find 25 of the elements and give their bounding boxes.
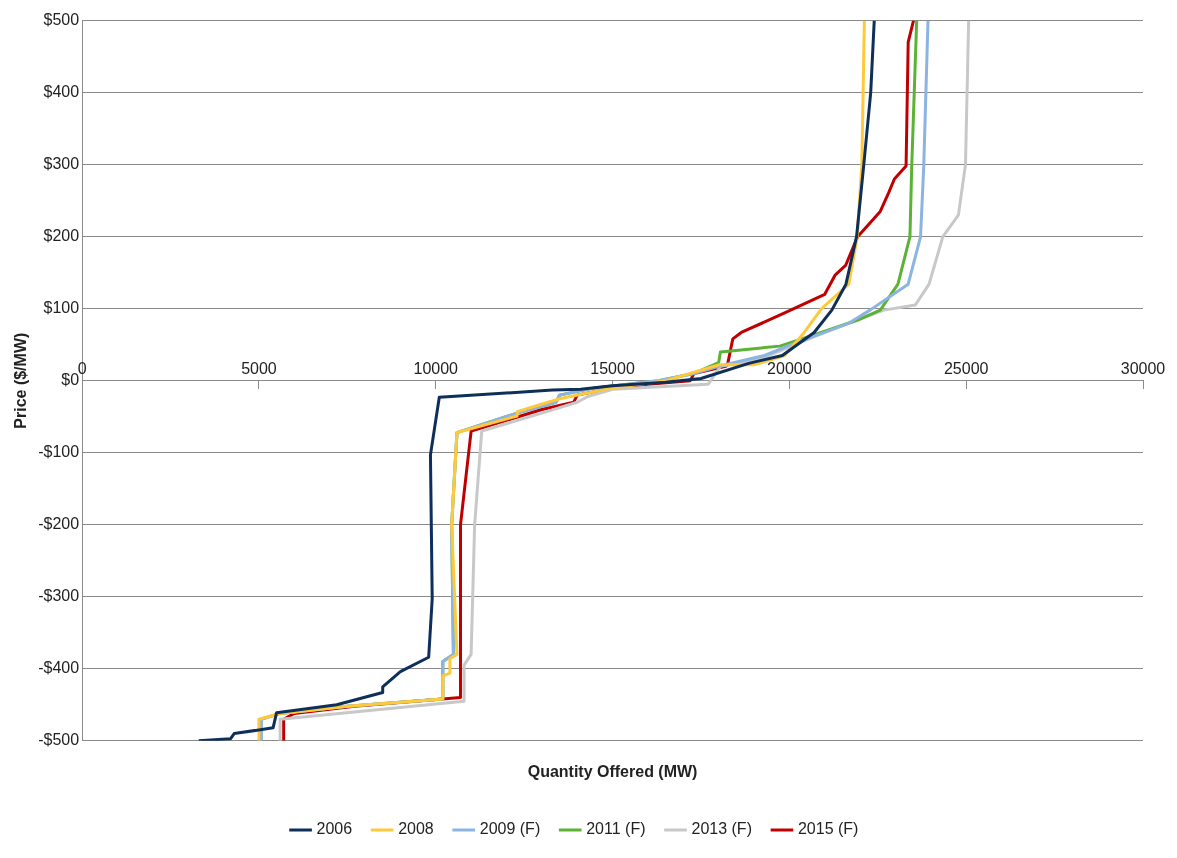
y-axis-title: Price ($/MW)	[12, 332, 30, 429]
x-tick-label: 5000	[241, 360, 277, 378]
x-tick-label: 15000	[590, 360, 635, 378]
x-tick-label: 25000	[943, 360, 989, 378]
y-tick-label: -$500	[38, 731, 80, 749]
legend-label: 2006	[316, 820, 353, 838]
y-tick-label: $300	[43, 155, 80, 173]
y-tick-label: $0	[61, 371, 80, 389]
x-tick-label: 10000	[413, 360, 459, 378]
y-tick-label: $400	[43, 83, 80, 101]
y-tick-label: $200	[43, 227, 80, 245]
y-tick-label: $500	[43, 11, 80, 29]
legend-label: 2011 (F)	[586, 820, 646, 838]
legend-label: 2013 (F)	[691, 820, 752, 838]
y-tick-label: -$100	[38, 443, 80, 461]
x-axis-title: Quantity Offered (MW)	[527, 762, 698, 780]
legend-label: 2009 (F)	[479, 820, 541, 838]
y-tick-label: -$300	[38, 587, 80, 605]
y-tick-label: $100	[43, 299, 80, 317]
y-tick-label: -$200	[38, 515, 80, 533]
y-tick-label: -$400	[38, 659, 80, 677]
legend-label: 2015 (F)	[797, 820, 859, 838]
x-tick-label: 30000	[1120, 360, 1166, 378]
x-tick-label: 20000	[767, 360, 812, 378]
legend-label: 2008	[398, 820, 434, 838]
